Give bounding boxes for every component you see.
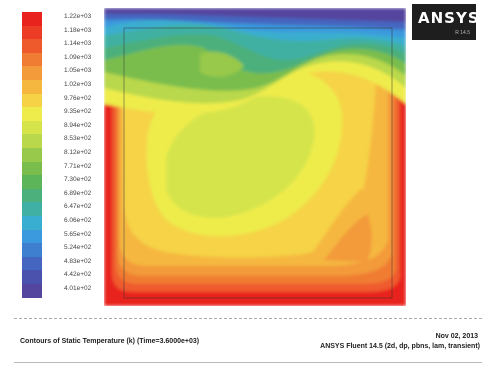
legend-swatch (22, 120, 42, 135)
legend-swatch (22, 12, 42, 26)
plot-title: Contours of Static Temperature (k) (Time… (20, 338, 200, 345)
software-version: ANSYS Fluent 14.5 (2d, dp, pbns, lam, tr… (320, 343, 480, 350)
legend-swatch (22, 93, 42, 108)
legend-label: 9.35e+02 (64, 108, 92, 116)
logo-text: ANSYS (418, 9, 480, 27)
legend-swatch (22, 216, 42, 230)
legend-swatch (22, 52, 42, 67)
legend-swatch (22, 284, 42, 298)
contour-band (200, 51, 244, 77)
legend-swatch (22, 229, 42, 244)
legend-swatch (22, 25, 42, 40)
caption-divider (14, 318, 482, 319)
caption-divider (14, 362, 482, 363)
legend-label: 1.09e+03 (64, 53, 92, 61)
legend-label: 4.01e+02 (64, 285, 92, 292)
legend-label: 6.89e+02 (64, 189, 92, 197)
legend-label: 7.30e+02 (64, 176, 92, 184)
logo-subtext: R 14.5 (455, 30, 470, 36)
contour-band (166, 96, 315, 218)
legend-swatch (22, 66, 42, 80)
legend-label: 1.18e+03 (64, 26, 92, 34)
legend-label: 8.12e+02 (64, 149, 92, 156)
legend-swatch (22, 161, 42, 176)
legend-swatch (22, 80, 42, 94)
legend-label: 5.65e+02 (64, 230, 92, 238)
legend-label: 4.83e+02 (64, 257, 92, 265)
contour-band (324, 214, 372, 262)
legend-swatch (22, 148, 42, 162)
legend-label: 7.71e+02 (64, 162, 92, 170)
legend-label: 8.94e+02 (64, 121, 92, 129)
legend-swatch (22, 175, 42, 189)
legend-label: 4.42e+02 (64, 271, 92, 279)
domain-outline (123, 27, 393, 299)
legend-swatch (22, 256, 42, 271)
legend-label: 1.05e+03 (64, 67, 92, 75)
legend-label: 8.53e+02 (64, 135, 92, 143)
legend-swatch (22, 270, 42, 284)
temperature-contour-plot (104, 8, 406, 306)
legend-label: 6.06e+02 (64, 217, 92, 224)
contour-band (104, 8, 406, 22)
ansys-logo: ANSYS R 14.5 (412, 4, 479, 40)
legend-label: 1.22e+03 (64, 13, 92, 20)
legend-swatch (22, 188, 42, 203)
legend-swatch (22, 134, 42, 148)
legend-label: 1.14e+03 (64, 40, 92, 48)
legend-swatch (22, 202, 42, 216)
legend-swatch (22, 39, 42, 53)
legend-swatch (22, 107, 42, 121)
legend-label: 1.02e+03 (64, 81, 92, 88)
legend-label: 5.24e+02 (64, 244, 92, 252)
legend-swatch (22, 243, 42, 257)
plot-date: Nov 02, 2013 (435, 333, 478, 340)
legend-label: 9.76e+02 (64, 94, 92, 102)
legend-label: 6.47e+02 (64, 203, 92, 211)
